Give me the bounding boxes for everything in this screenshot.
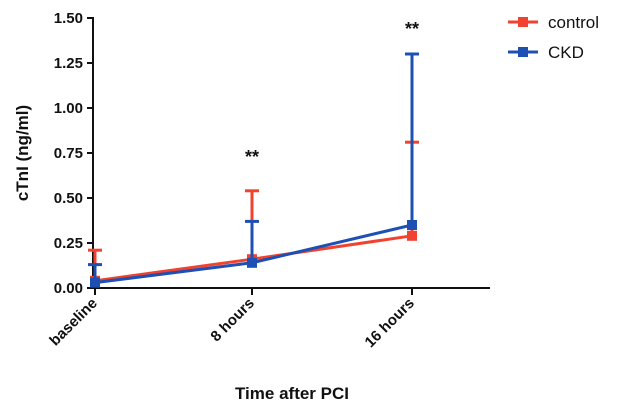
y-tick-label: 1.50 xyxy=(54,10,83,27)
series-ckd xyxy=(88,52,419,288)
x-axis-title: Time after PCI xyxy=(235,384,349,403)
x-ticks: baseline 8 hours 16 hours xyxy=(46,288,418,351)
y-tick-label: 0.00 xyxy=(54,280,83,297)
legend-marker xyxy=(518,17,528,27)
legend-item-ckd: CKD xyxy=(508,43,584,62)
x-tick-label: 16 hours xyxy=(362,295,418,351)
legend-label: CKD xyxy=(548,43,584,62)
data-point xyxy=(90,277,100,288)
axes xyxy=(92,17,490,289)
significance-marker: ** xyxy=(405,19,419,39)
significance-marker: ** xyxy=(245,147,259,167)
y-tick-label: 0.25 xyxy=(54,235,83,252)
y-tick-label: 0.50 xyxy=(54,190,83,207)
y-axis-title: cTnI (ng/ml) xyxy=(13,105,32,201)
y-ticks: 0.00 0.25 0.50 0.75 1.00 1.25 1.50 xyxy=(54,10,93,297)
y-tick-label: 0.75 xyxy=(54,145,83,162)
annotations: ** ** xyxy=(245,19,419,167)
data-point xyxy=(407,230,417,241)
legend-item-control: control xyxy=(508,13,599,32)
y-tick-label: 1.25 xyxy=(54,55,83,72)
data-point xyxy=(247,257,257,268)
y-tick-label: 1.00 xyxy=(54,100,83,117)
series-layer xyxy=(88,52,419,288)
legend: control CKD xyxy=(508,13,599,62)
x-tick-label: baseline xyxy=(46,295,100,349)
x-tick-label: 8 hours xyxy=(207,295,257,345)
legend-label: control xyxy=(548,13,599,32)
data-point xyxy=(407,220,417,230)
legend-marker xyxy=(518,47,528,57)
